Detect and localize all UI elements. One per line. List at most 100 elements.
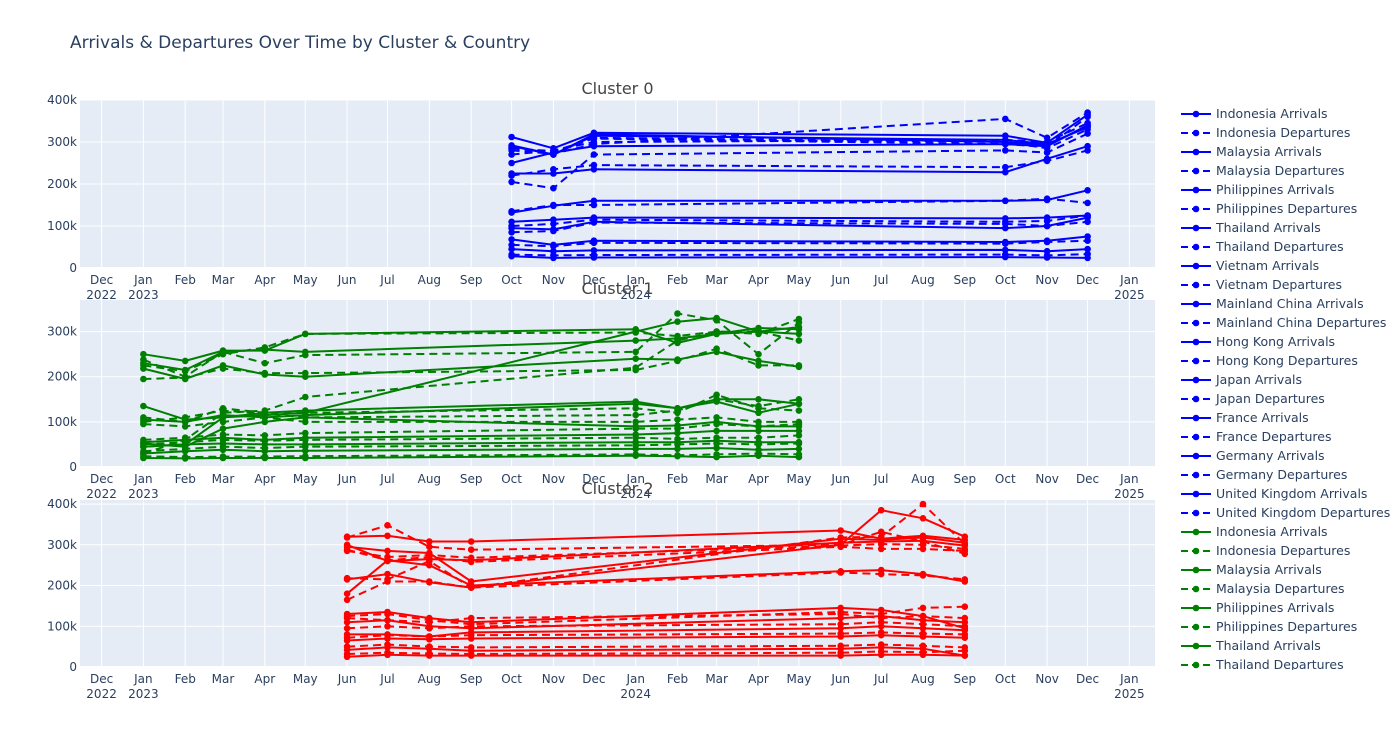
data-point: [795, 396, 803, 403]
legend[interactable]: Indonesia Arrivals Indonesia Departures Ma…: [1178, 104, 1400, 670]
legend-swatch: [1181, 395, 1211, 402]
data-point: [302, 393, 309, 401]
x-tick-label: Nov: [1035, 273, 1058, 287]
data-point: [632, 355, 639, 363]
data-point: [467, 644, 475, 651]
legend-swatch-marker: [1192, 642, 1200, 649]
legend-item[interactable]: Thailand Arrivals: [1178, 636, 1400, 655]
data-point: [632, 431, 639, 438]
series-line: [508, 233, 1091, 249]
legend-item[interactable]: Philippines Arrivals: [1178, 180, 1400, 199]
legend-item[interactable]: United Kingdom Departures: [1178, 503, 1400, 522]
y-tick-label: 400k: [47, 497, 77, 511]
legend-item[interactable]: Germany Arrivals: [1178, 446, 1400, 465]
legend-item[interactable]: Germany Departures: [1178, 465, 1400, 484]
data-point: [1084, 250, 1091, 258]
data-point: [384, 649, 391, 656]
data-point: [919, 630, 927, 637]
legend-item[interactable]: Philippines Arrivals: [1178, 598, 1400, 617]
data-point: [674, 310, 681, 317]
data-point: [1002, 163, 1009, 171]
legend-label: Philippines Departures: [1216, 201, 1358, 216]
legend-item[interactable]: Thailand Departures: [1178, 237, 1400, 256]
data-point: [713, 396, 720, 403]
data-point: [877, 540, 885, 548]
data-point: [961, 545, 969, 553]
legend-item[interactable]: Philippines Departures: [1178, 617, 1400, 636]
legend-swatch-marker: [1192, 110, 1200, 117]
legend-item[interactable]: United Kingdom Arrivals: [1178, 484, 1400, 503]
legend-item[interactable]: Mainland China Departures: [1178, 313, 1400, 332]
legend-item[interactable]: Mainland China Arrivals: [1178, 294, 1400, 313]
legend-label: Thailand Arrivals: [1216, 220, 1321, 235]
legend-item[interactable]: France Departures: [1178, 427, 1400, 446]
legend-item[interactable]: Thailand Departures: [1178, 655, 1400, 670]
x-tick-label: Nov: [542, 273, 565, 287]
data-point: [795, 445, 803, 453]
data-point: [181, 453, 189, 461]
data-point: [384, 553, 391, 561]
data-point: [877, 545, 885, 553]
x-tick-label: May: [293, 472, 318, 486]
data-point: [1084, 233, 1091, 240]
series-path: [347, 653, 965, 658]
series-path: [143, 416, 799, 428]
legend-item[interactable]: Indonesia Arrivals: [1178, 522, 1400, 541]
data-point: [590, 251, 598, 259]
data-point: [590, 166, 598, 173]
series-line: [343, 540, 969, 562]
y-tick-label: 0: [69, 460, 77, 474]
data-point: [877, 629, 885, 636]
legend-swatch-marker: [1192, 224, 1200, 231]
data-point: [1043, 247, 1051, 255]
x-tick-label: Mar: [212, 672, 235, 686]
legend-swatch-marker: [1192, 148, 1200, 155]
subplot-title: Cluster 2: [581, 479, 653, 498]
legend-item[interactable]: Malaysia Departures: [1178, 579, 1400, 598]
y-tick-label: 200k: [47, 177, 77, 191]
legend-item[interactable]: Indonesia Departures: [1178, 123, 1400, 142]
legend-item[interactable]: Philippines Departures: [1178, 199, 1400, 218]
legend-item[interactable]: Vietnam Departures: [1178, 275, 1400, 294]
data-point: [261, 344, 269, 351]
legend-swatch: [1181, 205, 1211, 212]
data-point: [1043, 143, 1051, 151]
legend-item[interactable]: Vietnam Arrivals: [1178, 256, 1400, 275]
legend-item[interactable]: Hong Kong Arrivals: [1178, 332, 1400, 351]
legend-item[interactable]: Hong Kong Departures: [1178, 351, 1400, 370]
data-point: [550, 184, 557, 192]
x-tick-label: Mar: [212, 472, 235, 486]
legend-item[interactable]: France Arrivals: [1178, 408, 1400, 427]
legend-item[interactable]: Indonesia Arrivals: [1178, 104, 1400, 123]
data-point: [1043, 196, 1051, 204]
legend-item[interactable]: Japan Departures: [1178, 389, 1400, 408]
legend-item[interactable]: Japan Arrivals: [1178, 370, 1400, 389]
data-point: [877, 570, 885, 578]
legend-swatch-marker: [1192, 452, 1200, 459]
data-point: [343, 547, 351, 555]
x-tick-label: Jun: [337, 273, 357, 287]
legend-swatch-marker: [1192, 623, 1200, 630]
data-point: [590, 247, 598, 254]
data-point: [343, 534, 351, 541]
legend-item[interactable]: Thailand Arrivals: [1178, 218, 1400, 237]
x-tick-label: Feb: [667, 672, 688, 686]
data-point: [384, 616, 391, 624]
data-point: [877, 506, 885, 514]
data-point: [1084, 212, 1091, 219]
legend-item[interactable]: Malaysia Arrivals: [1178, 142, 1400, 161]
data-point: [1002, 224, 1009, 232]
data-point: [961, 536, 969, 544]
legend-swatch-marker: [1192, 509, 1200, 516]
legend-item[interactable]: Malaysia Departures: [1178, 161, 1400, 180]
legend-item[interactable]: Malaysia Arrivals: [1178, 560, 1400, 579]
data-point: [508, 178, 515, 186]
series-path: [511, 125, 1089, 156]
data-point: [550, 226, 557, 233]
legend-item[interactable]: Indonesia Departures: [1178, 541, 1400, 560]
series-line: [508, 250, 1091, 259]
legend-swatch-marker: [1192, 566, 1200, 573]
data-point: [426, 543, 433, 551]
data-point: [140, 375, 147, 383]
